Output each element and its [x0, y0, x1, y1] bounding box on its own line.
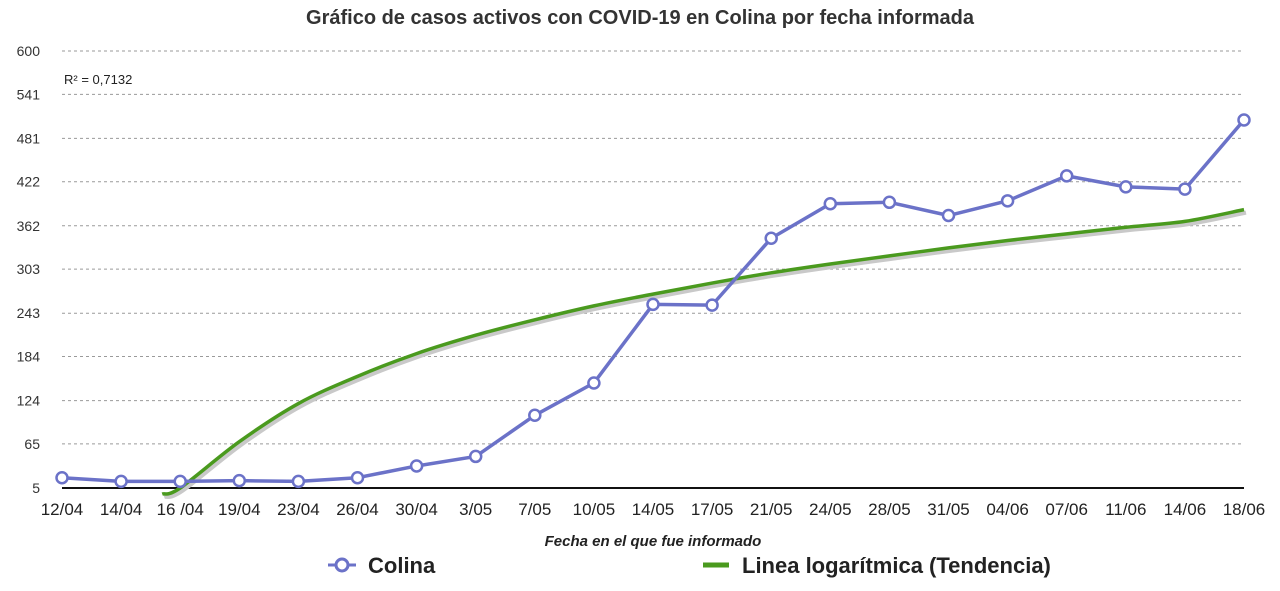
- colina-point: [1178, 182, 1192, 196]
- x-tick-label: 12/04: [41, 500, 84, 519]
- y-tick-label: 362: [17, 218, 41, 234]
- x-tick-label: 30/04: [395, 500, 438, 519]
- x-tick-label: 26/04: [336, 500, 379, 519]
- x-tick-label: 7/05: [518, 500, 551, 519]
- colina-point: [468, 449, 483, 464]
- x-tick-label: 21/05: [750, 500, 793, 519]
- x-tick-label: 07/06: [1045, 500, 1088, 519]
- colina-point: [882, 195, 897, 210]
- colina-point: [764, 231, 778, 246]
- y-tick-label: 243: [17, 305, 41, 321]
- legend-colina-label: Colina: [368, 553, 436, 578]
- colina-point: [173, 474, 187, 489]
- colina-point: [528, 408, 542, 423]
- y-tick-label: 541: [17, 86, 41, 102]
- y-tick-label: 184: [17, 349, 41, 365]
- colina-point: [291, 474, 306, 489]
- y-tick-label: 481: [17, 130, 41, 146]
- x-tick-label: 23/04: [277, 500, 320, 519]
- x-axis-ticks: 12/04 14/04 16 /04 19/04 23/04 26/04 30/04 3/05…: [41, 500, 1266, 519]
- trend-layer: [161, 207, 1247, 499]
- series-layer: [55, 113, 1251, 489]
- x-tick-label: 14/04: [100, 500, 143, 519]
- colina-point: [823, 197, 838, 211]
- x-tick-label: 19/04: [218, 500, 261, 519]
- x-tick-label: 04/06: [986, 500, 1029, 519]
- legend-colina-marker: [334, 557, 350, 573]
- colina-point: [705, 298, 719, 312]
- y-tick-label: 5: [32, 480, 40, 496]
- x-tick-label: 18/06: [1223, 500, 1266, 519]
- legend: Colina Linea logarítmica (Tendencia): [328, 553, 1051, 578]
- colina-point: [1119, 180, 1133, 194]
- x-tick-label: 16 /04: [157, 500, 204, 519]
- colina-point: [350, 470, 365, 485]
- x-tick-label: 14/05: [632, 500, 675, 519]
- trend-line-shadow: [163, 210, 1247, 499]
- legend-trend-label: Linea logarítmica (Tendencia): [742, 553, 1051, 578]
- y-tick-label: 65: [24, 436, 40, 452]
- x-tick-label: 24/05: [809, 500, 852, 519]
- y-axis-ticks: 5 65 124 184 243 303 362 422 481 541 600: [17, 43, 41, 496]
- x-axis-label: Fecha en el que fue informado: [545, 533, 762, 550]
- x-tick-label: 31/05: [927, 500, 970, 519]
- colina-point: [1000, 194, 1015, 208]
- x-tick-label: 3/05: [459, 500, 492, 519]
- colina-point: [587, 376, 601, 390]
- colina-point: [646, 297, 660, 312]
- colina-point: [1059, 169, 1074, 183]
- trend-line: [161, 207, 1245, 496]
- colina-point: [409, 459, 424, 473]
- x-tick-label: 17/05: [691, 500, 734, 519]
- y-tick-label: 600: [17, 43, 41, 59]
- r-squared-annotation: R² = 0,7132: [64, 72, 132, 87]
- x-tick-label: 10/05: [573, 500, 616, 519]
- y-tick-label: 422: [17, 174, 41, 190]
- colina-point: [232, 473, 247, 488]
- y-tick-label: 124: [17, 393, 41, 409]
- x-tick-label: 28/05: [868, 500, 911, 519]
- colina-point: [941, 208, 956, 223]
- x-tick-label: 14/06: [1164, 500, 1207, 519]
- chart-title: Gráfico de casos activos con COVID-19 en…: [306, 7, 975, 29]
- colina-point: [114, 474, 128, 489]
- grid-layer: [62, 50, 1244, 445]
- colina-point: [55, 470, 69, 485]
- x-tick-label: 11/06: [1105, 500, 1146, 519]
- y-tick-label: 303: [17, 261, 41, 277]
- colina-point: [1237, 113, 1251, 127]
